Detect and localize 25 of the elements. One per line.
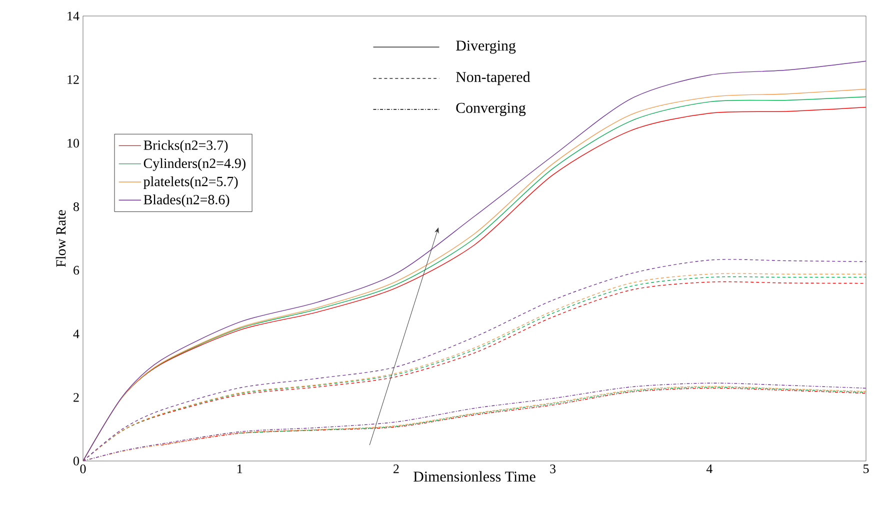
y-tick-label: 12: [68, 75, 79, 84]
y-tick-label: 6: [74, 266, 80, 275]
annotation: Converging: [456, 102, 526, 116]
x-tick-label: 3: [550, 464, 556, 474]
x-tick-label: 0: [80, 464, 86, 474]
legend-label: Bricks(n2=3.7): [144, 140, 228, 153]
x-tick-label: 5: [864, 464, 869, 474]
x-tick-label: 2: [394, 464, 399, 474]
legend-label: platelets(n2=5.7): [144, 176, 238, 190]
line-series: [239, 386, 866, 434]
y-tick-label: 8: [74, 202, 79, 212]
legend-label: Cylinders(n2=4.9): [144, 158, 246, 171]
annotation: Diverging: [456, 40, 516, 54]
x-tick-label: 4: [706, 464, 712, 474]
annotation: Non-tapered: [456, 72, 530, 86]
y-tick-label: 0: [74, 456, 79, 466]
y-tick-label: 14: [68, 12, 80, 20]
line-series: [160, 388, 866, 446]
y-axis-title: Flow Rate: [56, 210, 66, 267]
y-tick-label: 10: [68, 138, 79, 148]
y-tick-label: 2: [74, 393, 79, 402]
x-axis-title: Dimensionless Time: [414, 471, 536, 482]
y-tick-label: 4: [73, 330, 80, 338]
legend-label: Blades(n2=8.6): [144, 194, 230, 208]
x-tick-label: 1: [238, 464, 242, 474]
